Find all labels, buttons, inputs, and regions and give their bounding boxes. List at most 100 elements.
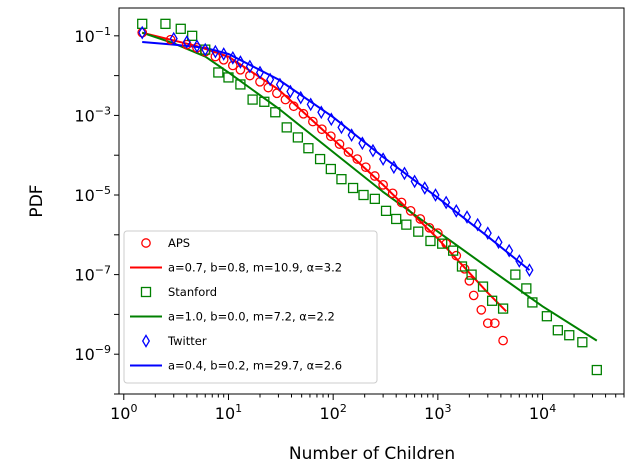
y-tick-label: 10−1 [74,25,111,46]
stanford-data-point [510,269,521,280]
x-axis-label: Number of Children [289,444,455,464]
aps-data-point [298,108,309,119]
aps-data-point [308,116,318,127]
stanford-data-point [447,245,459,256]
y-axis: 10−1 10−3 10−5 10−7 10−9 [74,25,119,395]
stanford-data-point [437,238,448,249]
aps-data-point [424,222,435,233]
twitter-data-point [473,217,482,232]
y-axis-label: PDF [27,184,47,217]
aps-data-point [288,101,299,112]
aps-fit-legend-label: a=0.7, b=0.8, m=10.9, α=3.2 [168,261,342,275]
stanford-data-point [235,79,246,90]
stanford-data-point [527,297,538,308]
x-tick-label: 103 [424,402,451,423]
x-tick-label: 104 [529,402,556,423]
twitter-data-point [358,136,367,151]
aps-data-point [468,290,479,301]
stanford-data-point [292,132,304,143]
stanford-data-point [175,23,186,34]
aps-data-point [272,88,282,99]
stanford-data-point [521,283,532,294]
twitter-data-point [410,174,419,189]
twitter-data-point [255,65,265,80]
stanford-data-point [213,67,224,78]
stanford-data-point [347,182,359,194]
twitter-data-point [379,152,388,166]
twitter-data-point [431,188,440,202]
twitter-data-point [275,77,284,92]
stanford-data-point [401,219,412,230]
aps-data-point [482,318,493,329]
aps-data-point [263,82,274,93]
twitter-data-point [452,203,461,218]
x-tick-label: 102 [319,402,346,423]
stanford-data-point [281,122,292,133]
stanford-fit-legend-label: a=1.0, b=0.0, m=7.2, α=2.2 [168,310,335,324]
twitter-data-point [483,226,492,241]
twitter-data-point [337,120,346,135]
twitter-data-point [462,210,472,224]
stanford-data-point [413,226,424,237]
twitter-data-point [228,50,237,65]
aps-data-point [378,180,388,190]
aps-data-point [343,147,354,157]
twitter-data-point [182,35,191,49]
stanford-fit-line [141,31,598,342]
twitter-data-point [219,47,228,61]
twitter-data-point [296,90,305,105]
aps-data-point [280,94,291,105]
stanford-data-point [466,269,477,280]
stanford-data-point [541,311,553,322]
twitter-legend-label: Twitter [167,334,207,348]
twitter-data-point [266,72,275,87]
twitter-data-point [245,59,254,74]
stanford-legend-marker [140,286,152,298]
stanford-data-point [336,174,347,185]
twitter-data-point [494,235,503,250]
aps-data-point [489,318,500,329]
aps-data-point [360,162,371,173]
twitter-data-point [347,128,356,142]
twitter-data-point [368,143,378,158]
twitter-data-point [138,25,147,40]
aps-data-point [352,154,363,164]
x-tick-label: 101 [215,402,242,423]
twitter-data-point [169,31,178,46]
twitter-data-point [201,42,210,57]
twitter-data-point [317,105,326,120]
aps-legend-label: APS [168,236,190,250]
aps-data-point [317,124,327,135]
plot-area [137,18,602,376]
stanford-data-point [325,163,336,175]
aps-data-point [325,131,336,142]
aps-data-point [334,139,345,149]
stanford-data-point [358,189,369,201]
plot-frame [118,7,625,395]
stanford-data-point [303,143,314,154]
twitter-data-point [442,195,451,210]
aps-data-point [405,205,416,216]
aps-data-point [235,64,246,75]
aps-data-point [165,34,176,45]
stanford-data-point [497,303,509,314]
twitter-data-point [525,263,534,277]
twitter-data-point [389,160,398,175]
twitter-data-point [306,97,315,112]
stanford-data-point [259,96,270,107]
twitter-data-point [420,181,429,195]
stanford-data-point [577,337,588,348]
stanford-legend-label: Stanford [168,285,217,299]
y-tick-label: 10−7 [74,264,111,285]
stanford-data-point [477,281,489,292]
aps-data-point [498,335,508,346]
aps-data-point [433,228,443,239]
aps-data-point [387,188,398,199]
aps-data-point [415,214,426,224]
stanford-data-point [552,325,563,336]
twitter-data-point [286,84,295,99]
aps-data-point [227,60,238,71]
twitter-data-point [515,254,524,268]
aps-data-point [464,275,475,286]
